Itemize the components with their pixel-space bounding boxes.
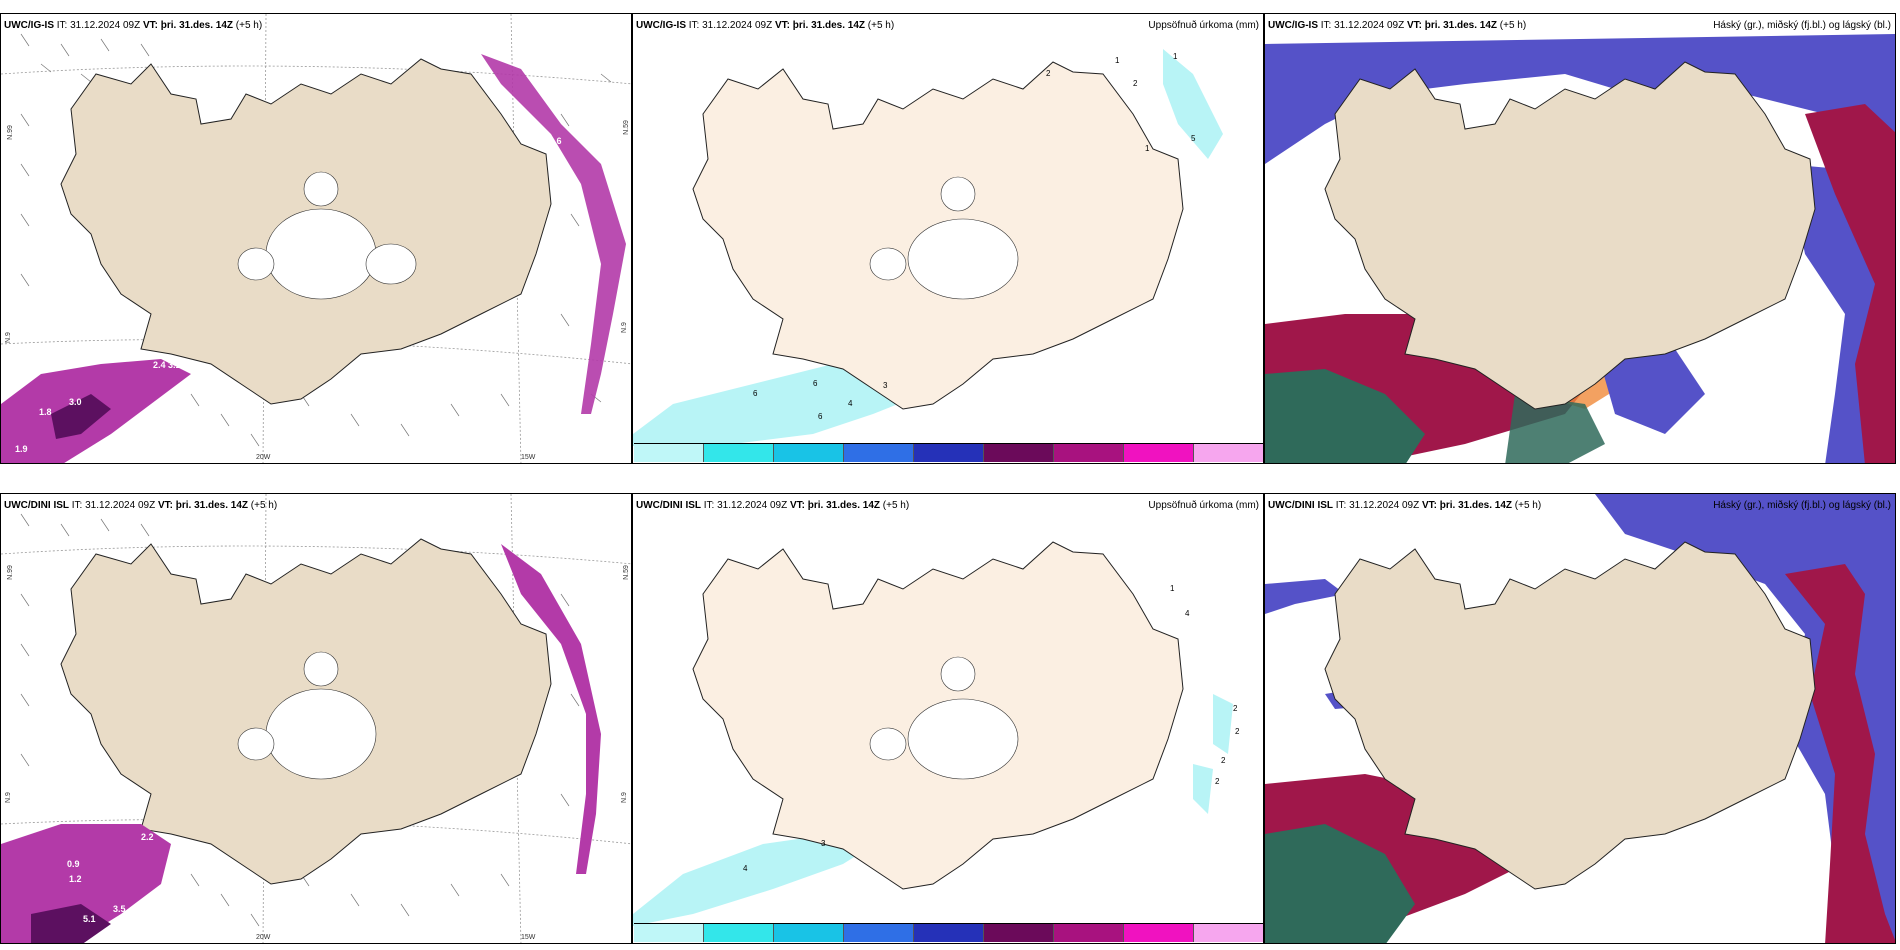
legend-swatch: 75 <box>914 444 984 462</box>
cloud-cover-map <box>1265 14 1895 463</box>
panel-title-right: Uppsöfnuð úrkoma (mm) <box>1148 500 1259 511</box>
lon-label: 20W <box>256 934 271 941</box>
precip-value: 3 <box>821 839 826 848</box>
cloud-map-panel-top: UWC/IG-IS IT: 31.12.2024 09Z VT: þri. 31… <box>1264 13 1896 464</box>
legend-swatch: 400 <box>1194 444 1263 462</box>
panel-header: UWC/DINI ISL IT: 31.12.2024 09Z VT: þri.… <box>1268 500 1542 511</box>
precip-value: 6 <box>818 412 823 421</box>
precip-value: 2 <box>1233 704 1238 713</box>
iceland-landmass <box>1324 61 1816 410</box>
panel-header: UWC/IG-IS IT: 31.12.2024 09Z VT: þri. 31… <box>4 20 263 31</box>
precip-value: 3.6 <box>549 136 562 146</box>
lat-label: N.9 <box>4 332 12 343</box>
precip-value: 4 <box>743 864 748 873</box>
legend-swatch: 75 <box>914 924 984 942</box>
precip-value: 6 <box>753 389 758 398</box>
lon-label: 20W <box>256 454 271 461</box>
precip-value: 3.0 <box>69 397 82 407</box>
legend-swatch: 10 <box>704 444 774 462</box>
precip-value: 2 <box>1215 777 1220 786</box>
precip-value: 2 <box>1235 727 1240 736</box>
precip-value: 0.9 <box>67 859 80 869</box>
precip-value: 5 <box>1191 134 1196 143</box>
legend-swatch: 200 <box>1124 924 1194 942</box>
precip-value: 1.6 <box>186 360 199 370</box>
precip-map-panel-top: UWC/IG-IS IT: 31.12.2024 09Z VT: þri. 31… <box>632 13 1264 464</box>
precip-value: 1.9 <box>113 431 126 441</box>
legend-swatch: 150 <box>1054 924 1124 942</box>
precip-value: 6 <box>813 379 818 388</box>
panel-title-right: Uppsöfnuð úrkoma (mm) <box>1148 20 1259 31</box>
precip-value: 2.4 3.1 <box>153 360 181 370</box>
precip-value: 2 <box>1046 69 1051 78</box>
cloud-map-panel-bottom: UWC/DINI ISL IT: 31.12.2024 09Z VT: þri.… <box>1264 493 1896 944</box>
precip-value: 1 <box>1145 144 1150 153</box>
precip-value: 2 <box>1133 79 1138 88</box>
precip-value: 1.7 <box>149 416 162 426</box>
panel-header: UWC/IG-IS IT: 31.12.2024 09Z VT: þri. 31… <box>636 20 895 31</box>
lat-label: N.59 <box>622 120 630 135</box>
panel-title-right: Háský (gr.), miðský (fj.bl.) og lágský (… <box>1713 20 1891 31</box>
precip-value: 4 <box>1185 609 1190 618</box>
precip-legend: 1 10 25 50 75 100 150 200 400 <box>634 443 1263 462</box>
iceland-landmass <box>1324 541 1816 890</box>
lat-label: N.9 <box>4 792 12 803</box>
wind-map-panel-bottom: UWC/DINI ISL IT: 31.12.2024 09Z VT: þri.… <box>0 493 632 944</box>
precip-band-east <box>481 54 626 414</box>
panel-header: UWC/IG-IS IT: 31.12.2024 09Z VT: þri. 31… <box>1268 20 1527 31</box>
legend-swatch: 50 <box>844 444 914 462</box>
precip-map <box>633 541 1233 926</box>
precip-value: 1.2 <box>69 874 82 884</box>
legend-swatch: 100 <box>984 924 1054 942</box>
precip-value: 1 <box>1170 584 1175 593</box>
lat-label: N.99 <box>6 565 14 580</box>
lon-label: 15W <box>521 934 536 941</box>
panel-header: UWC/DINI ISL IT: 31.12.2024 09Z VT: þri.… <box>636 500 910 511</box>
legend-swatch: 10 <box>704 924 774 942</box>
precip-value: 1.9 <box>15 444 28 454</box>
precip-value: 4 <box>848 399 853 408</box>
precip-value: 1 <box>1173 52 1178 61</box>
precip-value: 1.5 <box>153 901 166 911</box>
precip-legend: 1 10 25 50 75 100 150 200 400 <box>634 923 1263 942</box>
legend-swatch: 100 <box>984 444 1054 462</box>
precip-map <box>633 49 1223 446</box>
legend-swatch: 1 <box>634 444 704 462</box>
legend-swatch: 25 <box>774 924 844 942</box>
precip-value: 2 <box>1221 756 1226 765</box>
legend-swatch: 50 <box>844 924 914 942</box>
legend-swatch: 200 <box>1124 444 1194 462</box>
precip-value: 3 <box>883 381 888 390</box>
lat-label: N.99 <box>6 125 14 140</box>
legend-swatch: 150 <box>1054 444 1124 462</box>
precip-map-panel-bottom: UWC/DINI ISL IT: 31.12.2024 09Z VT: þri.… <box>632 493 1264 944</box>
panel-title-right: Háský (gr.), miðský (fj.bl.) og lágský (… <box>1713 500 1891 511</box>
legend-swatch: 1 <box>634 924 704 942</box>
legend-swatch: 400 <box>1194 924 1263 942</box>
precip-value: 2.2 <box>141 832 154 842</box>
lat-label: N.9 <box>620 792 628 803</box>
wind-map-panel-top: UWC/IG-IS IT: 31.12.2024 09Z VT: þri. 31… <box>0 13 632 464</box>
wind-gust-map <box>1 494 631 943</box>
precip-value: 1.8 <box>39 407 52 417</box>
lon-label: 15W <box>521 454 536 461</box>
legend-swatch: 25 <box>774 444 844 462</box>
cloud-cover-map <box>1265 494 1895 943</box>
lat-label: N.59 <box>622 565 630 580</box>
precip-value: 1 <box>1115 56 1120 65</box>
precip-value: 5.1 <box>83 914 96 924</box>
lat-label: N.9 <box>620 322 628 333</box>
panel-header: UWC/DINI ISL IT: 31.12.2024 09Z VT: þri.… <box>4 500 278 511</box>
wind-gust-map <box>1 14 631 463</box>
precip-value: 3.5 <box>113 904 126 914</box>
